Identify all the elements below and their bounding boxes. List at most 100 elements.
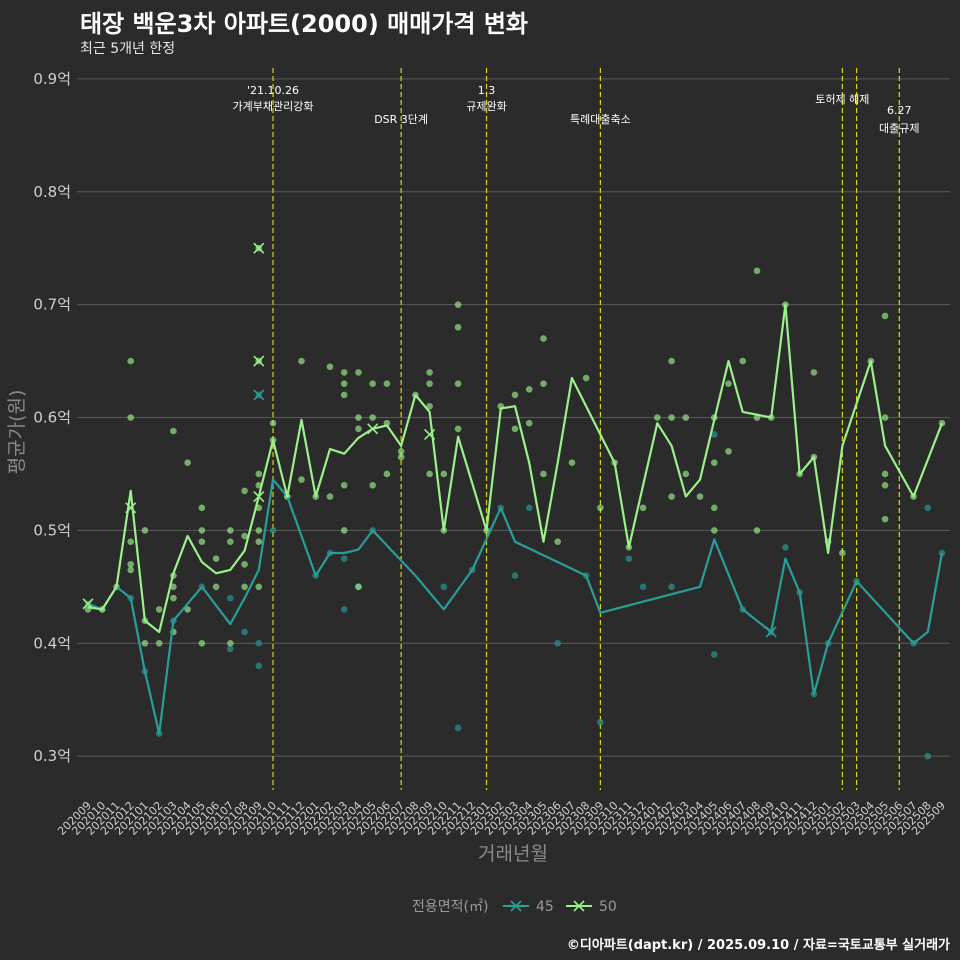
data-point-50 <box>127 560 134 568</box>
event-label: 가계부채관리강화 <box>233 100 314 113</box>
legend: 전용면적(㎡) 45 50 <box>412 899 617 915</box>
data-point-50 <box>383 380 391 387</box>
data-point-50 <box>668 493 675 500</box>
data-point-50 <box>696 493 704 500</box>
data-point-50 <box>540 335 547 342</box>
data-point-50 <box>241 583 248 591</box>
x-marker-50 <box>253 490 265 503</box>
data-point-50 <box>511 391 519 399</box>
x-marker-50 <box>367 423 379 435</box>
data-point-50 <box>881 470 889 478</box>
data-point-50 <box>184 606 191 613</box>
data-point-50 <box>241 487 248 495</box>
data-point-50 <box>141 639 149 647</box>
x-marker-stroke <box>125 502 137 514</box>
data-point-50 <box>326 493 334 500</box>
data-point-50 <box>155 639 163 647</box>
y-tick-label: 0.9억 <box>33 70 71 88</box>
data-point-50 <box>753 267 761 275</box>
data-point-50 <box>227 527 234 534</box>
x-marker-50 <box>82 598 94 610</box>
data-point-50 <box>397 453 405 461</box>
data-point-45 <box>597 718 604 726</box>
x-axis-ticks: 2020092020102020112020122021012021022021… <box>55 799 948 838</box>
data-point-45 <box>255 639 263 647</box>
data-point-45 <box>255 662 263 670</box>
data-point-50 <box>355 425 362 433</box>
data-point-50 <box>340 391 348 399</box>
data-point-45 <box>668 583 675 591</box>
data-point-45 <box>554 639 561 647</box>
data-point-50 <box>127 538 134 545</box>
data-point-50 <box>739 357 747 365</box>
data-point-50 <box>710 527 718 534</box>
data-point-50 <box>198 504 206 512</box>
data-point-50 <box>710 459 718 466</box>
data-point-45 <box>340 555 348 562</box>
data-point-50 <box>198 527 206 534</box>
x-marker-50 <box>253 242 265 254</box>
data-point-50 <box>255 538 263 545</box>
y-tick-label: 0.6억 <box>33 409 71 427</box>
data-point-50 <box>682 414 690 421</box>
data-point-50 <box>127 566 134 574</box>
series-lines <box>87 303 944 735</box>
data-point-45 <box>227 594 234 602</box>
y-tick-label: 0.4억 <box>33 634 71 652</box>
data-point-50 <box>540 380 547 387</box>
data-point-50 <box>397 448 405 455</box>
x-marker-stroke <box>367 423 379 435</box>
data-point-50 <box>170 594 177 602</box>
data-point-45 <box>440 583 448 591</box>
data-point-50 <box>881 312 889 320</box>
event-label: 규제완화 <box>466 100 506 113</box>
data-point-50 <box>298 357 305 365</box>
series-line-50 <box>87 303 944 634</box>
data-point-45 <box>241 628 248 636</box>
data-point-50 <box>255 583 263 591</box>
data-point-50 <box>753 527 761 534</box>
data-point-50 <box>269 419 277 427</box>
data-point-50 <box>170 583 177 591</box>
data-point-45 <box>227 645 234 653</box>
data-point-50 <box>227 639 234 647</box>
data-point-45 <box>269 527 277 534</box>
data-point-50 <box>582 374 590 382</box>
data-point-50 <box>839 549 846 557</box>
legend-item-50: 50 <box>566 899 617 915</box>
data-point-50 <box>725 380 732 387</box>
data-point-50 <box>170 427 177 435</box>
legend-swatch-x <box>510 900 522 912</box>
data-point-50 <box>440 470 448 478</box>
data-point-50 <box>810 369 818 376</box>
data-point-50 <box>454 301 462 308</box>
legend-item-45: 45 <box>503 899 554 915</box>
data-point-50 <box>326 363 334 371</box>
data-point-50 <box>454 380 462 387</box>
data-point-50 <box>426 470 433 478</box>
chart-subtitle: 최근 5개년 한정 <box>80 41 176 57</box>
x-marker-45 <box>253 389 265 401</box>
data-point-45 <box>454 724 462 732</box>
data-point-45 <box>625 555 633 562</box>
chart-title: 태장 백운3차 아파트(2000) 매매가격 변화 <box>80 10 528 38</box>
data-point-50 <box>340 369 348 376</box>
data-point-50 <box>540 470 547 478</box>
data-point-50 <box>881 414 889 421</box>
data-point-45 <box>525 504 533 512</box>
data-point-45 <box>710 651 718 658</box>
x-marker-stroke <box>253 355 265 367</box>
y-axis-title: 평균가(원) <box>6 390 28 475</box>
data-point-50 <box>668 414 675 421</box>
data-point-45 <box>924 504 932 512</box>
data-point-50 <box>511 425 519 433</box>
data-point-50 <box>525 419 533 427</box>
y-tick-label: 0.3억 <box>33 747 71 765</box>
x-marker-stroke <box>253 242 265 254</box>
data-point-50 <box>639 504 647 512</box>
x-marker-stroke <box>424 428 436 441</box>
legend-title: 전용면적(㎡) <box>412 899 488 915</box>
data-point-50 <box>340 481 348 489</box>
data-point-50 <box>881 515 889 523</box>
